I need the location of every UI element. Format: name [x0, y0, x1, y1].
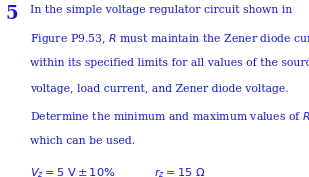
Text: within its specified limits for all values of the source: within its specified limits for all valu…: [30, 58, 309, 68]
Text: Determine the minimum and maximum values of $R$: Determine the minimum and maximum values…: [30, 110, 309, 122]
Text: $r_z = 15\ \Omega$: $r_z = 15\ \Omega$: [154, 166, 206, 177]
Text: In the simple voltage regulator circuit shown in: In the simple voltage regulator circuit …: [30, 5, 293, 15]
Text: $V_z = 5\ \mathrm{V} \pm 10\%$: $V_z = 5\ \mathrm{V} \pm 10\%$: [30, 166, 116, 177]
Text: 5: 5: [6, 5, 18, 23]
Text: voltage, load current, and Zener diode voltage.: voltage, load current, and Zener diode v…: [30, 84, 289, 94]
Text: Figure P9.53, $R$ must maintain the Zener diode current: Figure P9.53, $R$ must maintain the Zene…: [30, 32, 309, 45]
Text: which can be used.: which can be used.: [30, 136, 135, 146]
